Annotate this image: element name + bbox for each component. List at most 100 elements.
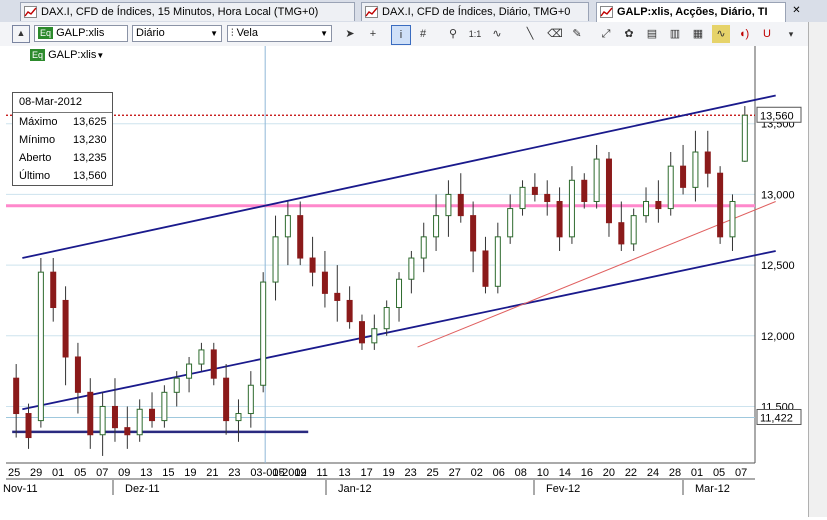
chart-style-value: Vela [236,27,258,39]
date-tick-label: 25 [427,467,439,479]
close-tab-icon[interactable]: ✕ [792,5,801,16]
date-tick-label: 01 [52,467,64,479]
month-label: Jan-12 [338,483,372,495]
trend-line [417,201,776,348]
highlight-icon[interactable]: ∿ [712,25,730,43]
candle-body [568,179,575,238]
trendline-icon[interactable]: ╲ [526,28,534,40]
more-options-icon[interactable]: ▾ [788,29,794,39]
date-tick-label: 17 [360,467,372,479]
date-tick-label: 19 [184,467,196,479]
candle-body [667,165,674,210]
chart-icon [600,6,613,18]
info-label-high: Máximo [19,116,58,128]
date-tick-label: 10 [537,467,549,479]
eraser-icon[interactable]: ⌫ [547,28,563,40]
date-tick-label: 02 [471,467,483,479]
price-tag-box [756,106,802,123]
candle-body [186,363,193,379]
symbol-field[interactable]: Eq GALP:xlis [34,25,128,42]
crosshair-icon[interactable]: + [369,28,377,40]
month-label: Nov-11 [3,483,38,495]
sound-icon[interactable]: ◖) [738,28,750,40]
y-tick-label: 12,500 [761,260,795,272]
chart-legend[interactable]: Eq GALP:xlis▼ [30,49,104,61]
y-tick-label: 12,000 [761,331,795,343]
month-label: Mar-12 [695,483,730,495]
tab-galp-daily[interactable]: GALP:xlis, Acções, Diário, TI [596,2,786,22]
candle-body [581,179,588,202]
candle-body [396,278,403,309]
date-tick-label: 27 [449,467,461,479]
date-tick-label: 09 [294,467,306,479]
date-tick-label: 21 [206,467,218,479]
candle-body [247,384,254,415]
info-label-open: Aberto [19,152,52,164]
date-tick-label: 07 [735,467,747,479]
month-label: Fev-12 [546,483,580,495]
grid-icon[interactable]: # [419,28,427,40]
candle-body [321,271,328,294]
pointer-icon[interactable]: ➤ [345,28,355,40]
tab-dax-daily[interactable]: DAX.I, CFD de Índices, Diário, TMG+0 [361,2,589,21]
chart-icon [365,6,378,18]
period-select[interactable]: Diário ▼ [132,25,222,42]
chevron-down-icon: ▼ [210,29,218,38]
chevron-down-icon: ▼ [320,29,328,38]
candle-body [482,250,489,287]
candle-body [198,349,205,365]
candle-body [630,215,637,245]
candle-body [618,222,625,245]
info-label-low: Mínimo [19,134,56,146]
candle-body [704,151,711,174]
tab-label: DAX.I, CFD de Índices, 15 Minutos, Hora … [41,6,319,18]
date-tick-label: 22 [625,467,637,479]
date-tick-label: 20 [603,467,615,479]
magnet-icon[interactable]: U [763,28,771,40]
candle-body [408,257,415,280]
chart-style-select[interactable]: ⫶ Vela ▼ [227,25,332,42]
tab-dax-15min[interactable]: DAX.I, CFD de Índices, 15 Minutos, Hora … [20,2,355,21]
info-value-low: 13,230 [73,134,107,146]
indicator-icon[interactable]: ∿ [492,28,502,40]
candle-body [717,172,724,238]
date-tick-label: 05 [713,467,725,479]
equity-badge: Eq [38,27,54,39]
candle-body [99,405,106,436]
symbol-value: GALP:xlis [56,27,105,39]
one-to-one-icon[interactable]: 1:1 [468,29,482,39]
pencil-icon[interactable]: ✎ [572,28,582,40]
candle-body [605,158,612,224]
chevron-down-icon: ▼ [96,51,105,60]
compare-icon[interactable]: ▥ [669,28,681,40]
info-icon[interactable]: i [391,25,411,45]
template-icon[interactable]: ▤ [646,28,658,40]
candle-body [457,193,464,217]
period-value: Diário [136,27,165,39]
candle-body [507,208,514,238]
candle-body [210,349,217,379]
candle-icon: ⫶ [231,28,234,39]
candle-body [25,413,32,439]
legend-symbol: GALP:xlis [48,49,97,61]
resize-icon[interactable]: ⤢ [601,28,611,40]
chart-area: 11,500 12,000 12,500 13,000 13,500 13,560 11,4… [0,46,808,517]
date-tick-label: 24 [647,467,659,479]
date-tick-label: 29 [30,467,42,479]
side-scroll-strip[interactable] [808,22,827,517]
palette-icon[interactable]: ✿ [624,28,634,40]
layout-icon[interactable]: ▦ [692,28,704,40]
candle-body [741,114,748,162]
date-tick-label: 28 [669,467,681,479]
collapse-up-icon[interactable]: ▲ [12,25,30,43]
candle-body [74,356,81,393]
candle-body [680,165,687,188]
date-tick-label: 05 [272,467,284,479]
zoom-icon[interactable]: ⚲ [448,28,458,40]
candle-body [260,281,267,386]
date-tick-label: 05 [74,467,86,479]
candle-body [358,321,365,344]
month-label: Dez-11 [125,483,160,495]
candle-body [50,271,57,309]
info-value-open: 13,235 [73,152,107,164]
